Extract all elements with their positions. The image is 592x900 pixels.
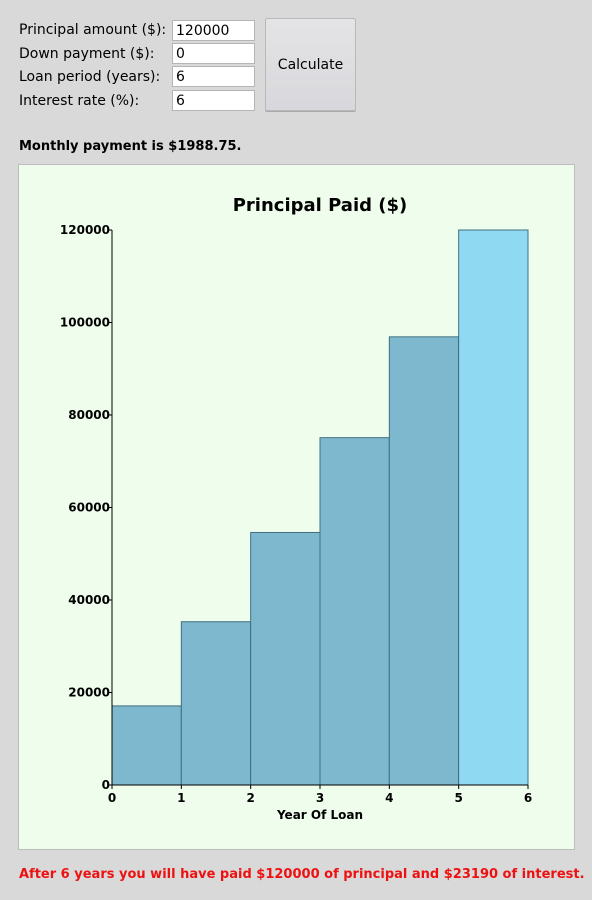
monthly-payment-result: Monthly payment is $1988.75. bbox=[19, 139, 242, 154]
calculate-button[interactable]: Calculate bbox=[265, 18, 356, 111]
interest-rate-label: Interest rate (%): bbox=[19, 93, 140, 109]
payment-summary: After 6 years you will have paid $120000… bbox=[19, 867, 585, 882]
y-tick-label: 60000 bbox=[68, 501, 110, 515]
loan-period-input[interactable] bbox=[172, 66, 255, 87]
y-tick-label: 20000 bbox=[68, 686, 110, 700]
x-tick-label: 2 bbox=[246, 791, 254, 805]
x-tick-label: 6 bbox=[524, 791, 532, 805]
x-tick-label: 3 bbox=[316, 791, 324, 805]
y-tick-label: 120000 bbox=[60, 223, 110, 237]
y-tick-label: 80000 bbox=[68, 408, 110, 422]
x-tick-label: 5 bbox=[454, 791, 462, 805]
down-payment-input[interactable] bbox=[172, 43, 255, 64]
x-tick-label: 4 bbox=[385, 791, 393, 805]
chart-title: Principal Paid ($) bbox=[233, 195, 408, 216]
y-tick-label: 100000 bbox=[60, 316, 110, 330]
interest-rate-input[interactable] bbox=[172, 90, 255, 111]
bar-year-6 bbox=[458, 229, 529, 786]
x-tick-label: 0 bbox=[108, 791, 116, 805]
principal-paid-chart: Principal Paid ($) 0 20000 40000 60000 80000 1… bbox=[60, 195, 532, 822]
loan-period-label: Loan period (years): bbox=[19, 69, 161, 85]
y-tick-label: 40000 bbox=[68, 593, 110, 607]
chart-panel: Principal Paid ($) 0 20000 40000 60000 80000 1… bbox=[18, 164, 575, 850]
y-tick-label: 0 bbox=[102, 778, 110, 792]
x-tick-label: 1 bbox=[177, 791, 185, 805]
principal-label: Principal amount ($): bbox=[19, 22, 167, 38]
bar-year-2 bbox=[180, 621, 252, 786]
bar-year-1 bbox=[111, 705, 182, 786]
bar-year-4 bbox=[319, 437, 390, 786]
down-payment-label: Down payment ($): bbox=[19, 46, 155, 62]
x-axis-label: Year Of Loan bbox=[276, 808, 363, 822]
bar-year-3 bbox=[250, 531, 321, 786]
bar-year-5 bbox=[388, 336, 460, 786]
principal-input[interactable] bbox=[172, 20, 255, 41]
